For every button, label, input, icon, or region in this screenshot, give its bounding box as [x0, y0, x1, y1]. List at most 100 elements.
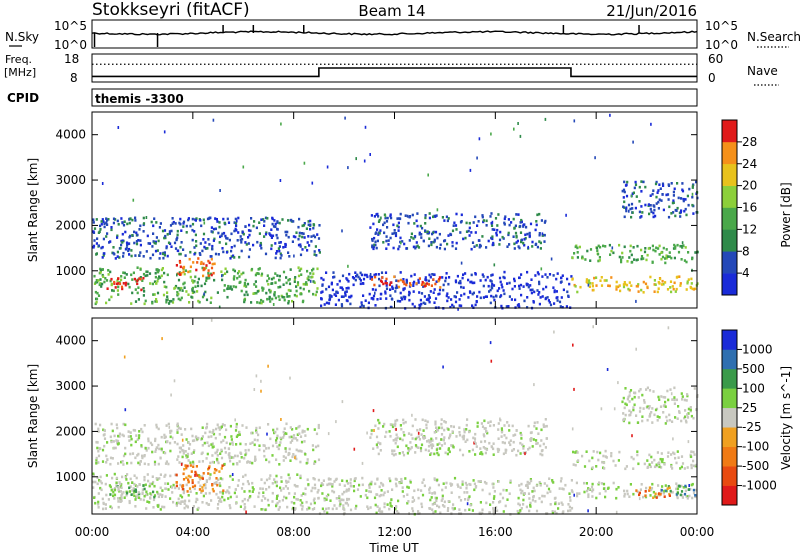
- heatmap-cell: [414, 444, 418, 447]
- heatmap-cell: [600, 276, 603, 279]
- heatmap-cell: [599, 245, 602, 249]
- heatmap-cell: [349, 478, 352, 481]
- heatmap-cell: [175, 481, 178, 484]
- heatmap-cell: [122, 491, 125, 494]
- heatmap-cell: [103, 280, 106, 284]
- heatmap-cell: [499, 492, 502, 496]
- heatmap-cell: [275, 441, 278, 444]
- heatmap-cell: [386, 490, 389, 493]
- heatmap-cell: [491, 283, 494, 286]
- heatmap-cell: [180, 500, 183, 503]
- heatmap-cell: [200, 491, 203, 494]
- heatmap-cell: [482, 220, 485, 224]
- heatmap-cell: [531, 288, 534, 292]
- heatmap-cell: [615, 496, 618, 500]
- heatmap-cell: [285, 276, 288, 279]
- heatmap-cell: [529, 478, 532, 481]
- heatmap-cell: [395, 279, 398, 282]
- heatmap-cell: [122, 422, 125, 426]
- heatmap-cell: [282, 430, 285, 434]
- heatmap-cell: [388, 283, 391, 287]
- heatmap-cell: [268, 295, 271, 299]
- heatmap-cell: [205, 501, 208, 505]
- y-tick-label: 2000: [55, 424, 86, 438]
- heatmap-cell: [117, 442, 120, 446]
- heatmap-cell: [312, 280, 315, 283]
- heatmap-cell: [588, 281, 591, 285]
- heatmap-cell: [498, 243, 501, 246]
- heatmap-cell: [599, 279, 602, 282]
- heatmap-cell: [489, 288, 492, 292]
- heatmap-cell: [429, 290, 432, 293]
- heatmap-cell: [376, 477, 379, 481]
- heatmap-cell: [439, 447, 442, 450]
- heatmap-cell: [186, 455, 189, 458]
- heatmap-cell: [285, 496, 288, 500]
- heatmap-cell: [223, 435, 227, 439]
- heatmap-cell: [674, 456, 677, 460]
- heatmap-cell: [634, 180, 637, 184]
- heatmap-cell: [304, 453, 307, 456]
- heatmap-cell: [128, 490, 131, 493]
- heatmap-cell: [430, 452, 433, 455]
- heatmap-cell: [205, 247, 208, 250]
- heatmap-cell: [441, 216, 444, 219]
- heatmap-cell: [248, 460, 251, 464]
- heatmap-cell: [240, 456, 243, 459]
- heatmap-cell: [541, 453, 544, 457]
- heatmap-cell: [245, 290, 248, 294]
- heatmap-cell: [101, 218, 104, 221]
- heatmap-cell: [240, 487, 244, 490]
- heatmap-cell: [641, 415, 644, 418]
- heatmap-cell: [628, 400, 631, 403]
- heatmap-cell: [375, 443, 378, 446]
- heatmap-cell: [248, 248, 251, 251]
- heatmap-cell: [689, 408, 692, 412]
- heatmap-cell: [284, 245, 287, 248]
- heatmap-cell: [526, 296, 529, 299]
- heatmap-cell: [671, 490, 674, 494]
- heatmap-cell: [160, 435, 163, 439]
- heatmap-cell: [433, 492, 437, 495]
- heatmap-cell: [492, 447, 495, 451]
- heatmap-cell: [389, 423, 392, 426]
- heatmap-cell: [348, 487, 351, 491]
- heatmap-cell: [311, 486, 314, 490]
- heatmap-cell: [624, 413, 627, 417]
- heatmap-cell: [506, 421, 509, 424]
- heatmap-cell: [624, 402, 627, 406]
- heatmap-cell: [311, 181, 314, 185]
- heatmap-cell: [221, 464, 224, 467]
- heatmap-cell: [179, 427, 182, 430]
- heatmap-cell: [396, 217, 399, 220]
- heatmap-cell: [488, 492, 491, 496]
- heatmap-cell: [283, 495, 286, 499]
- heatmap-cell: [278, 241, 281, 244]
- heatmap-cell: [391, 232, 394, 235]
- heatmap-cell: [370, 432, 373, 436]
- heatmap-cell: [250, 267, 254, 271]
- heatmap-cell: [453, 507, 456, 510]
- heatmap-cell: [263, 224, 266, 227]
- heatmap-cell: [233, 269, 236, 273]
- heatmap-cell: [110, 506, 113, 510]
- heatmap-cell: [201, 266, 204, 270]
- heatmap-cell: [669, 286, 672, 289]
- heatmap-cell: [120, 275, 123, 278]
- heatmap-cell: [478, 137, 481, 141]
- heatmap-cell: [139, 243, 142, 247]
- heatmap-cell: [100, 246, 103, 250]
- heatmap-cell: [274, 430, 277, 434]
- heatmap-cell: [369, 273, 372, 276]
- heatmap-cell: [519, 509, 522, 512]
- heatmap-cell: [534, 243, 537, 246]
- heatmap-cell: [176, 291, 179, 294]
- heatmap-cell: [531, 490, 534, 493]
- heatmap-cell: [307, 223, 310, 227]
- heatmap-cell: [527, 245, 529, 249]
- heatmap-cell: [105, 217, 108, 220]
- heatmap-cell: [635, 347, 637, 351]
- heatmap-cell: [101, 448, 105, 452]
- heatmap-cell: [660, 452, 663, 455]
- heatmap-cell: [236, 462, 239, 466]
